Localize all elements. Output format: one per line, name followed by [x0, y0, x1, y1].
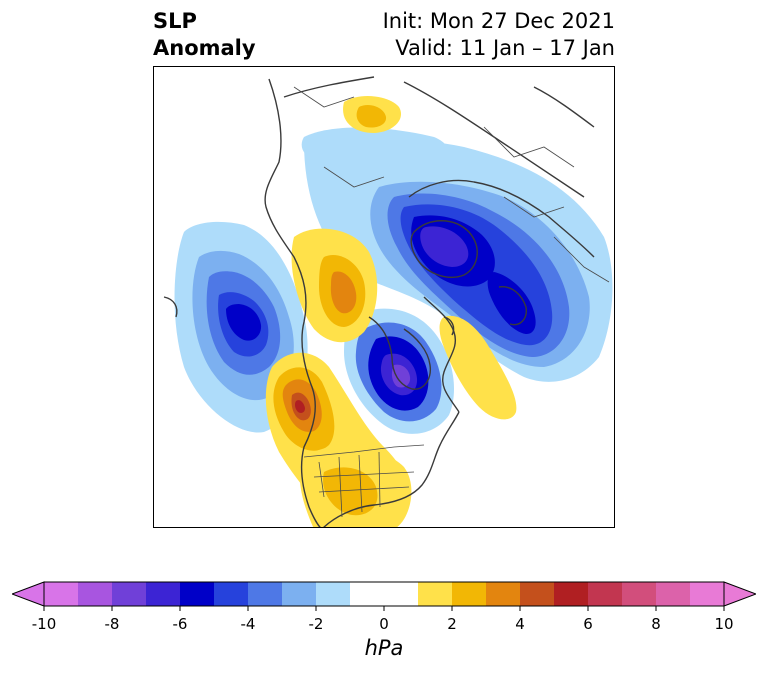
colorbar-segment	[690, 582, 725, 606]
colorbar-segment	[588, 582, 623, 606]
colorbar-segment	[112, 582, 147, 606]
high-canadian-arctic	[291, 228, 378, 343]
colorbar-unit-label: hPa	[364, 636, 404, 660]
colorbar-segment	[316, 582, 351, 606]
colorbar	[12, 581, 756, 611]
colorbar-segment	[418, 582, 453, 606]
map-panel	[153, 66, 615, 528]
colorbar-extend-min	[12, 581, 45, 607]
colorbar-segment	[282, 582, 317, 606]
colorbar-segment	[656, 582, 691, 606]
low-arctic-siberia	[304, 136, 613, 382]
high-southern-us	[299, 446, 412, 527]
colorbar-segment	[452, 582, 487, 606]
forecast-dates: Init: Mon 27 Dec 2021 Valid: 11 Jan – 17…	[383, 8, 615, 62]
colorbar-tick-label: 0	[379, 615, 389, 633]
title-variable: SLP	[153, 9, 197, 33]
colorbar-segment	[248, 582, 283, 606]
high-north-atlantic	[439, 315, 517, 420]
colorbar-tick-label: -8	[104, 615, 120, 633]
colorbar-segment	[146, 582, 181, 606]
colorbar-tick-label: 8	[651, 615, 661, 633]
low-north-pacific	[174, 221, 308, 433]
colorbar-segment	[350, 582, 385, 606]
country-borders	[293, 86, 610, 518]
high-scandinavia	[343, 95, 402, 133]
low-europe	[301, 127, 449, 170]
colorbar-extend-max	[723, 581, 756, 607]
colorbar-tick-label: -2	[308, 615, 324, 633]
colorbar-segment	[180, 582, 215, 606]
colorbar-segment	[78, 582, 113, 606]
colorbar-segment	[520, 582, 555, 606]
low-hudson-bay	[344, 308, 454, 434]
map-title: SLP Anomaly	[153, 8, 256, 62]
colorbar-segment	[486, 582, 521, 606]
anomaly-map	[163, 76, 613, 527]
colorbar-tick-label: 2	[447, 615, 457, 633]
colorbar-tick-label: -6	[172, 615, 188, 633]
colorbar-segment	[44, 582, 79, 606]
init-date: Init: Mon 27 Dec 2021	[382, 9, 615, 33]
colorbar-tick-label: 6	[583, 615, 593, 633]
colorbar-segment	[622, 582, 657, 606]
colorbar-tick-label: -10	[31, 615, 57, 633]
colorbar-segment	[214, 582, 249, 606]
colorbar-tick-label: 10	[714, 615, 734, 633]
colorbar-tick-label: 4	[515, 615, 525, 633]
title-quantity: Anomaly	[153, 36, 256, 60]
valid-date: Valid: 11 Jan – 17 Jan	[395, 36, 615, 60]
colorbar-segment	[384, 582, 419, 606]
colorbar-segment	[554, 582, 589, 606]
coastlines	[163, 76, 595, 527]
colorbar-tick-label: -4	[240, 615, 256, 633]
